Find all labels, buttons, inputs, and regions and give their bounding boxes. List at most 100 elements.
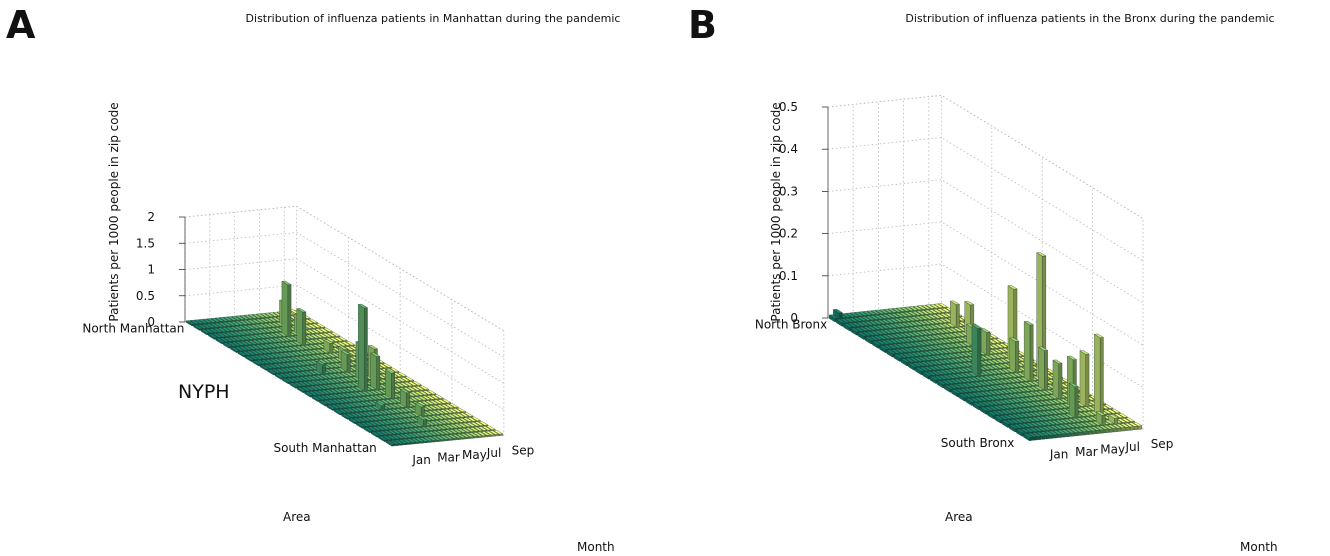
bar-top xyxy=(211,333,223,338)
bar-top xyxy=(247,340,258,345)
bar-top xyxy=(267,317,278,322)
bar-top xyxy=(245,350,256,355)
bar-top xyxy=(297,355,308,361)
bar-top xyxy=(278,373,289,378)
bar-top xyxy=(250,319,262,324)
bar-top xyxy=(256,359,267,365)
bar-top xyxy=(242,345,253,351)
bar xyxy=(230,347,241,353)
bar-top xyxy=(329,337,340,342)
bar-top xyxy=(329,363,340,368)
bar-face xyxy=(322,364,326,376)
bar-top xyxy=(254,344,266,349)
bar-top xyxy=(336,341,347,347)
bar-top xyxy=(267,369,278,374)
bar-top xyxy=(399,377,411,382)
bar-top xyxy=(344,346,355,351)
z-tick-label: 2 xyxy=(147,210,155,224)
bar-top xyxy=(260,359,271,364)
panel-a: A Distribution of influenza patients in … xyxy=(6,3,620,554)
bar-top xyxy=(231,336,243,341)
bar-top xyxy=(201,323,212,329)
bar-top xyxy=(263,338,275,343)
bar-top xyxy=(253,329,264,334)
bar-top xyxy=(310,328,321,334)
bar-top xyxy=(313,333,324,339)
bar-top xyxy=(325,358,337,363)
bar-top xyxy=(324,368,335,374)
bar-top xyxy=(235,341,246,346)
bar-top xyxy=(272,358,284,363)
bar-top xyxy=(305,360,316,365)
bar-top xyxy=(322,327,333,332)
bar-top xyxy=(252,334,263,339)
bar-top xyxy=(230,321,241,326)
bar-top xyxy=(275,368,286,373)
bar-top xyxy=(274,347,285,353)
bar-face xyxy=(385,369,392,400)
bar-top xyxy=(269,353,280,358)
bar-top xyxy=(306,349,318,355)
month-tick-label: Jul xyxy=(486,446,501,460)
bar-top xyxy=(214,317,225,322)
bar-top xyxy=(282,372,293,378)
bar-top xyxy=(303,319,315,324)
bar-top xyxy=(247,314,258,319)
bar-top xyxy=(294,376,305,382)
bar-top xyxy=(310,354,321,360)
bar xyxy=(259,364,270,371)
bar-top xyxy=(389,367,400,373)
bar-face xyxy=(287,284,292,338)
bar-top xyxy=(367,345,379,350)
bar-top xyxy=(218,317,229,322)
bar-top xyxy=(300,366,311,371)
bar-top xyxy=(212,328,224,333)
bar-top xyxy=(319,348,330,353)
bar-top xyxy=(266,322,277,328)
bar-top xyxy=(264,359,275,364)
bar-top xyxy=(249,329,260,334)
month-tick-label: Sep xyxy=(512,443,535,457)
bar-top xyxy=(288,362,299,367)
bar-face xyxy=(971,324,978,380)
bar-top xyxy=(303,345,314,350)
bar-face xyxy=(1015,340,1020,376)
bar-top xyxy=(323,374,334,379)
bar-top xyxy=(282,347,294,352)
bar-top xyxy=(219,337,230,342)
bar-top xyxy=(318,328,329,333)
panel-label-a: A xyxy=(6,3,36,47)
bar-top xyxy=(224,332,235,337)
bar-top xyxy=(325,332,337,337)
bar-top xyxy=(207,333,219,338)
bar-top xyxy=(273,332,284,337)
chart-title: Distribution of influenza patients in th… xyxy=(905,12,1274,25)
bar-face xyxy=(370,352,377,392)
bar-top xyxy=(255,339,266,344)
bar-top xyxy=(293,356,304,361)
bar-top xyxy=(221,327,232,332)
bar-top xyxy=(206,318,217,323)
bar-top xyxy=(260,333,271,338)
bar-top xyxy=(208,328,219,333)
bar-top xyxy=(319,374,330,379)
bar xyxy=(296,308,307,347)
bar-top xyxy=(301,355,313,360)
bar-top xyxy=(287,367,298,372)
bar-top xyxy=(279,368,290,373)
bar-top xyxy=(230,347,241,352)
bar-top xyxy=(315,349,326,354)
bar-top xyxy=(298,376,309,381)
bar-top xyxy=(198,319,209,324)
bar-top xyxy=(267,364,279,369)
gridline xyxy=(827,94,1144,219)
x-axis-label: Area xyxy=(283,510,311,524)
bar-top xyxy=(291,366,303,372)
bar-top xyxy=(264,312,275,317)
bar-top xyxy=(250,345,261,350)
bar-top xyxy=(338,345,349,350)
bar-top xyxy=(335,372,346,378)
bar-top xyxy=(238,346,249,351)
bar-top xyxy=(205,323,216,328)
bar-top xyxy=(251,313,263,319)
